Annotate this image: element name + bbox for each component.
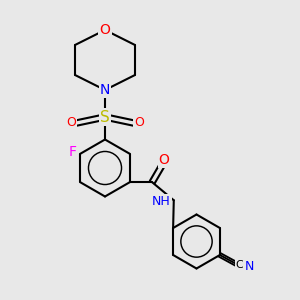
Text: F: F — [69, 145, 77, 159]
Text: O: O — [159, 153, 170, 167]
Text: NH: NH — [152, 195, 171, 208]
Text: O: O — [100, 23, 110, 37]
Text: C: C — [236, 260, 243, 271]
Text: O: O — [134, 116, 144, 130]
Text: N: N — [100, 83, 110, 97]
Text: S: S — [100, 110, 110, 124]
Text: O: O — [66, 116, 76, 130]
Text: N: N — [244, 260, 254, 274]
